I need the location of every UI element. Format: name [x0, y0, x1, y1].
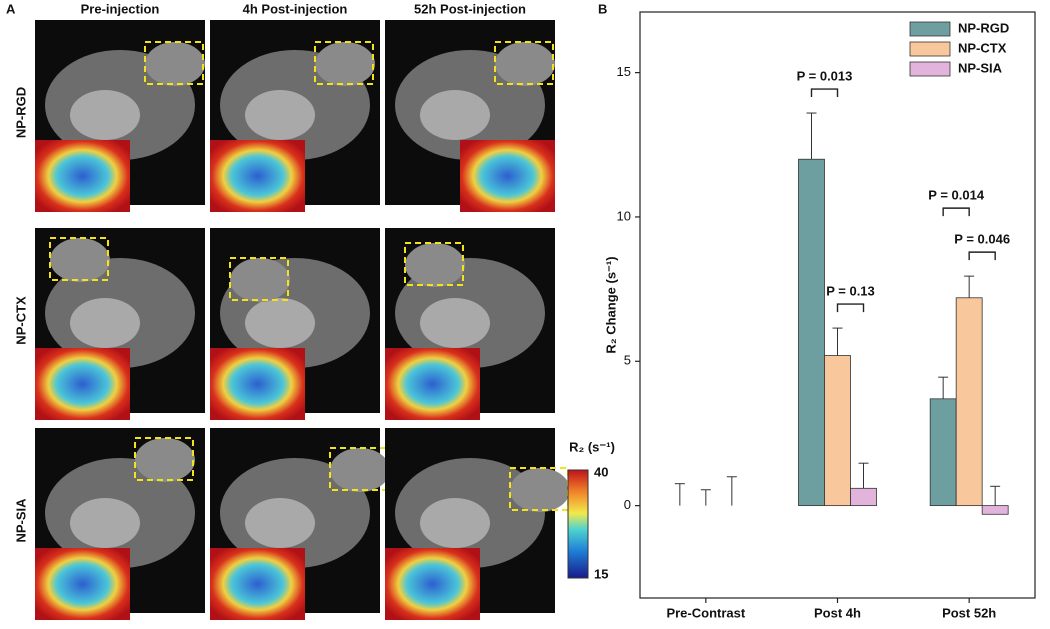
tumor: [145, 42, 205, 86]
r2-map: [385, 548, 480, 620]
y-tick-label: 0: [624, 497, 631, 512]
bar: [824, 355, 851, 507]
anatomy: [70, 90, 140, 140]
column-title: Pre-injection: [81, 1, 160, 16]
r2-map: [35, 140, 130, 212]
y-tick-label: 5: [624, 353, 631, 368]
significance-bracket: [968, 251, 996, 261]
tumor: [510, 468, 570, 512]
anatomy: [245, 498, 315, 548]
tumor: [315, 42, 375, 86]
panel-label: B: [598, 1, 607, 16]
anatomy: [70, 298, 140, 348]
bar: [929, 398, 957, 507]
colorbar-tick: 40: [594, 464, 608, 479]
anatomy: [420, 498, 490, 548]
y-axis-label: R₂ Change (s⁻¹): [603, 256, 618, 353]
r2-map: [460, 140, 555, 212]
anatomy: [70, 498, 140, 548]
column-title: 52h Post-injection: [414, 1, 526, 16]
legend-swatch: [909, 41, 951, 57]
r2-map: [210, 548, 305, 620]
anatomy: [420, 298, 490, 348]
r2-map: [210, 348, 305, 420]
tumor: [230, 258, 290, 302]
colorbar-title: R₂ (s⁻¹): [569, 439, 615, 454]
anatomy: [245, 298, 315, 348]
r2-map: [35, 348, 130, 420]
bar: [850, 487, 877, 507]
r2-map: [35, 548, 130, 620]
legend-swatch: [909, 61, 951, 77]
p-value: P = 0.13: [826, 284, 875, 299]
row-label: NP-RGD: [13, 87, 28, 138]
anatomy: [245, 90, 315, 140]
legend-label: NP-SIA: [958, 60, 1003, 75]
x-tick-label: Post 4h: [814, 605, 861, 620]
y-tick-label: 10: [617, 208, 631, 223]
x-tick-label: Pre-Contrast: [666, 605, 745, 620]
tumor: [495, 42, 555, 86]
p-value: P = 0.013: [797, 68, 853, 83]
column-title: 4h Post-injection: [243, 1, 348, 16]
significance-bracket: [810, 88, 839, 98]
colorbar: [567, 469, 589, 579]
tumor: [50, 238, 110, 282]
colorbar-tick: 15: [594, 566, 608, 581]
legend-swatch: [909, 21, 951, 37]
bar: [955, 297, 983, 507]
tumor: [135, 438, 195, 482]
mri-panel: Pre-injection 4h Post-injection 52h Post-i…: [13, 1, 615, 620]
bar-chart: 0 5 10 15 R₂ Change (s⁻¹) Pre-Contrast Post 4h…: [603, 11, 1036, 620]
tumor: [330, 448, 390, 492]
bar: [798, 158, 825, 507]
anatomy: [420, 90, 490, 140]
row-label: NP-CTX: [13, 296, 28, 345]
y-tick-label: 15: [617, 64, 631, 79]
legend-label: NP-RGD: [958, 20, 1009, 35]
legend-label: NP-CTX: [958, 40, 1007, 55]
tumor: [405, 243, 465, 287]
significance-bracket: [836, 303, 865, 313]
r2-map: [210, 140, 305, 212]
significance-bracket: [942, 207, 970, 217]
row-label: NP-SIA: [13, 498, 28, 543]
x-tick-label: Post 52h: [942, 605, 996, 620]
p-value: P = 0.014: [928, 188, 985, 203]
r2-map: [385, 348, 480, 420]
bar: [981, 505, 1009, 515]
panel-label: A: [6, 1, 16, 16]
p-value: P = 0.046: [954, 232, 1010, 247]
